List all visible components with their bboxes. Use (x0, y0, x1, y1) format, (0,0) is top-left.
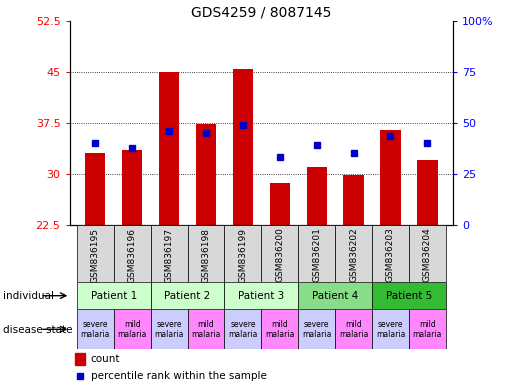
Text: severe
malaria: severe malaria (376, 319, 405, 339)
Bar (114, 225, 151, 282)
Bar (261, 225, 298, 282)
Bar (409, 225, 446, 282)
Bar (151, 309, 187, 349)
Text: GSM836204: GSM836204 (423, 227, 432, 282)
Text: GSM836199: GSM836199 (238, 227, 247, 283)
Text: mild
malaria: mild malaria (339, 319, 368, 339)
Bar (335, 309, 372, 349)
Bar (151, 225, 187, 282)
Bar (344, 175, 364, 225)
Text: mild
malaria: mild malaria (265, 319, 295, 339)
Bar (409, 309, 446, 349)
Text: mild
malaria: mild malaria (413, 319, 442, 339)
Bar (225, 309, 261, 349)
Bar (372, 309, 409, 349)
Bar (77, 225, 114, 282)
Bar (187, 309, 225, 349)
Text: Patient 4: Patient 4 (312, 291, 358, 301)
Bar (335, 225, 372, 282)
Text: individual: individual (3, 291, 54, 301)
Bar (122, 150, 142, 225)
Text: GSM836196: GSM836196 (128, 227, 137, 283)
Text: severe
malaria: severe malaria (302, 319, 331, 339)
Text: disease state: disease state (3, 325, 72, 335)
Bar (372, 225, 409, 282)
Bar (270, 182, 290, 225)
Text: GSM836201: GSM836201 (312, 227, 321, 282)
Bar (233, 69, 253, 225)
Bar (85, 154, 106, 225)
Bar (77, 282, 151, 309)
Text: GSM836198: GSM836198 (201, 227, 211, 283)
Bar (114, 309, 151, 349)
Bar (196, 124, 216, 225)
Text: severe
malaria: severe malaria (228, 319, 258, 339)
Bar (372, 282, 446, 309)
Bar (159, 72, 179, 225)
Text: Patient 2: Patient 2 (164, 291, 211, 301)
Text: GSM836202: GSM836202 (349, 227, 358, 282)
Text: Patient 3: Patient 3 (238, 291, 284, 301)
Text: Patient 1: Patient 1 (91, 291, 137, 301)
Text: mild
malaria: mild malaria (192, 319, 221, 339)
Bar (75, 353, 85, 365)
Bar (298, 309, 335, 349)
Bar (381, 130, 401, 225)
Text: GSM836197: GSM836197 (165, 227, 174, 283)
Bar (225, 225, 261, 282)
Text: count: count (91, 354, 120, 364)
Text: GSM836203: GSM836203 (386, 227, 395, 282)
Bar (261, 309, 298, 349)
Bar (298, 225, 335, 282)
Bar (151, 282, 225, 309)
Text: GSM836200: GSM836200 (276, 227, 284, 282)
Text: GSM836195: GSM836195 (91, 227, 100, 283)
Bar (187, 225, 225, 282)
Text: Patient 5: Patient 5 (386, 291, 432, 301)
Bar (225, 282, 298, 309)
Title: GDS4259 / 8087145: GDS4259 / 8087145 (191, 6, 332, 20)
Bar (298, 282, 372, 309)
Bar (417, 160, 438, 225)
Text: percentile rank within the sample: percentile rank within the sample (91, 371, 266, 381)
Bar (77, 309, 114, 349)
Text: mild
malaria: mild malaria (117, 319, 147, 339)
Text: severe
malaria: severe malaria (81, 319, 110, 339)
Text: severe
malaria: severe malaria (154, 319, 184, 339)
Bar (306, 167, 327, 225)
